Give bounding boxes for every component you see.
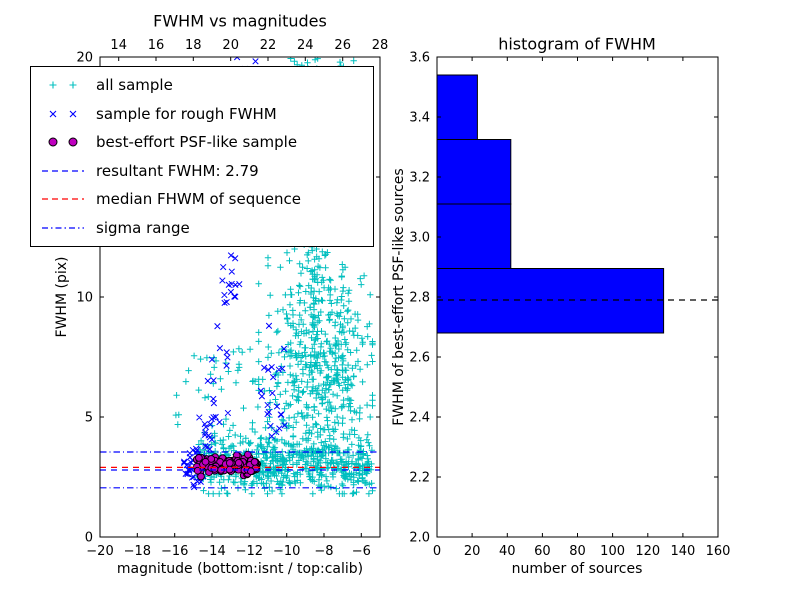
circle-marker-icon [38, 131, 88, 153]
svg-text:0: 0 [85, 531, 93, 546]
svg-text:100: 100 [600, 544, 625, 559]
svg-text:20: 20 [222, 38, 239, 53]
legend-item-resultant-fwhm: resultant FWHM: 2.79 [31, 157, 373, 184]
svg-text:16: 16 [148, 38, 165, 53]
svg-text:120: 120 [635, 544, 660, 559]
legend: all sample sample for rough FWHM best-ef… [30, 66, 374, 247]
legend-label-resultant-fwhm: resultant FWHM: 2.79 [96, 161, 259, 180]
svg-text:20: 20 [464, 544, 481, 559]
svg-text:−8: −8 [314, 544, 333, 559]
svg-text:3.0: 3.0 [409, 231, 430, 246]
svg-text:2.0: 2.0 [409, 531, 430, 546]
svg-text:80: 80 [569, 544, 586, 559]
svg-text:−18: −18 [124, 544, 151, 559]
legend-item-all-sample: all sample [31, 72, 373, 99]
legend-item-psf-sample: best-effort PSF-like sample [31, 129, 373, 156]
svg-text:5: 5 [85, 411, 93, 426]
svg-text:−12: −12 [236, 544, 263, 559]
svg-text:160: 160 [706, 544, 731, 559]
left-yaxis-label: FWHM (pix) [54, 256, 70, 338]
right-plot-title: histogram of FWHM [498, 34, 656, 54]
left-plot-frame [99, 56, 381, 538]
right-xaxis-label: number of sources [511, 561, 643, 577]
svg-text:2.4: 2.4 [409, 411, 430, 426]
dashed-blue-line-icon [38, 160, 88, 182]
svg-text:−10: −10 [273, 544, 300, 559]
svg-text:24: 24 [297, 38, 314, 53]
legend-label-all-sample: all sample [96, 76, 173, 95]
svg-text:18: 18 [185, 38, 202, 53]
svg-text:14: 14 [110, 38, 127, 53]
right-yaxis-label: FWHM of best-effort PSF-like sources [391, 168, 407, 426]
svg-text:22: 22 [260, 38, 277, 53]
legend-label-median-fwhm: median FHWM of sequence [96, 190, 301, 209]
svg-text:0: 0 [433, 544, 441, 559]
svg-text:20: 20 [76, 51, 93, 66]
svg-text:3.4: 3.4 [409, 111, 430, 126]
svg-text:28: 28 [372, 38, 389, 53]
svg-text:−16: −16 [161, 544, 188, 559]
svg-text:60: 60 [534, 544, 551, 559]
svg-text:26: 26 [334, 38, 351, 53]
legend-item-sigma-range: sigma range [31, 214, 373, 241]
legend-label-sigma-range: sigma range [96, 218, 190, 237]
right-plot-frame [436, 56, 719, 538]
x-marker-icon [38, 103, 88, 125]
plus-marker-icon [38, 74, 88, 96]
svg-text:2.2: 2.2 [409, 471, 430, 486]
left-plot-data [100, 57, 380, 497]
left-plot-title: FWHM vs magnitudes [153, 11, 327, 31]
legend-item-median-fwhm: median FHWM of sequence [31, 186, 373, 213]
svg-text:40: 40 [499, 544, 516, 559]
svg-text:140: 140 [670, 544, 695, 559]
dashdot-blue-line-icon [38, 217, 88, 239]
legend-item-rough-fwhm: sample for rough FWHM [31, 100, 373, 127]
svg-text:−20: −20 [86, 544, 113, 559]
histogram-bars [437, 74, 718, 334]
svg-text:−14: −14 [198, 544, 225, 559]
svg-text:10: 10 [76, 291, 93, 306]
svg-text:3.2: 3.2 [409, 171, 430, 186]
svg-text:−6: −6 [352, 544, 371, 559]
legend-label-psf-sample: best-effort PSF-like sample [96, 133, 298, 152]
svg-text:2.8: 2.8 [409, 291, 430, 306]
svg-text:2.6: 2.6 [409, 351, 430, 366]
right-plot-tick-labels: 0 20 40 60 80 100 120 140 160 2.0 2.2 2.4 2.6 2.8 3.0 3… [409, 51, 730, 560]
svg-text:3.6: 3.6 [409, 51, 430, 66]
dashed-red-line-icon [38, 188, 88, 210]
legend-label-rough-fwhm: sample for rough FWHM [96, 104, 277, 123]
left-xaxis-label: magnitude (bottom:isnt / top:calib) [116, 561, 364, 577]
